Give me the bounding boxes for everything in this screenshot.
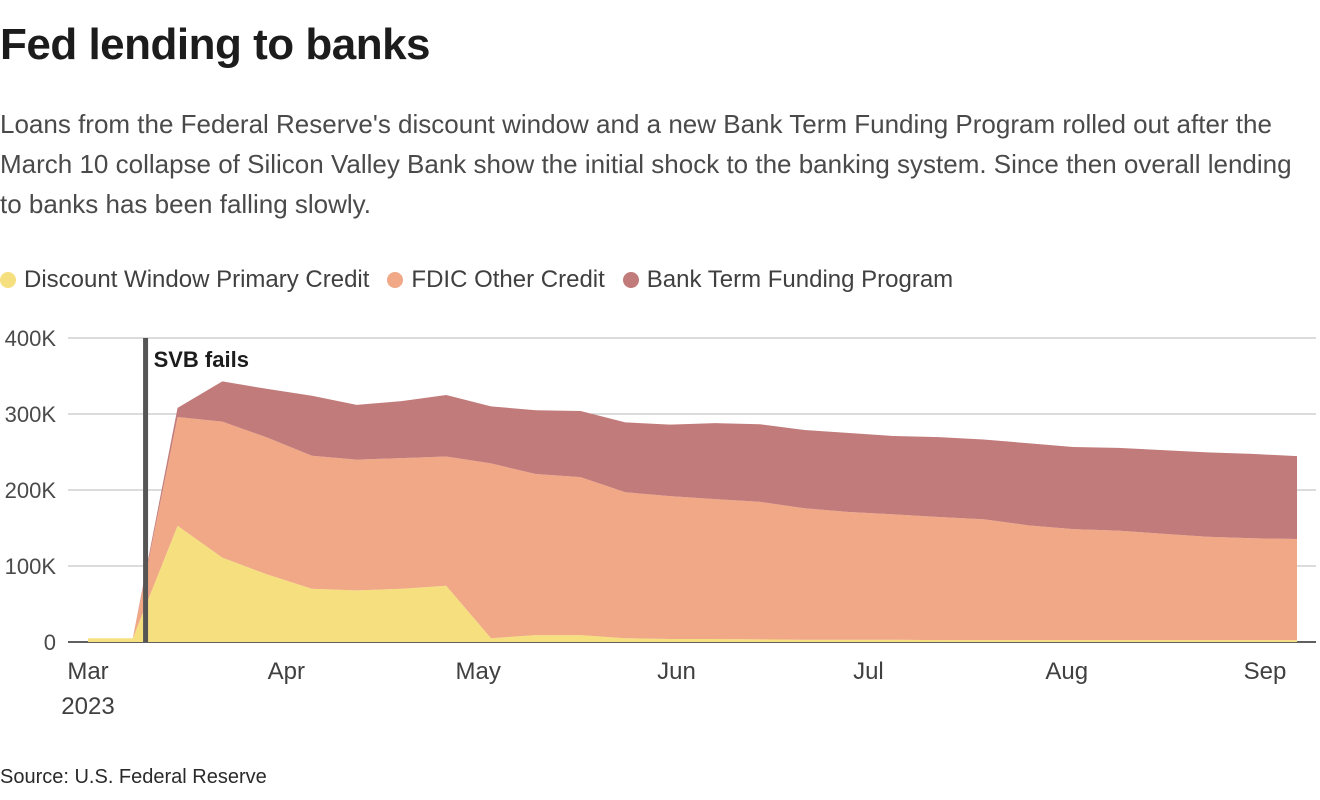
- stacked-areas: [88, 381, 1297, 642]
- chart-subtitle: Loans from the Federal Reserve's discoun…: [0, 109, 1292, 219]
- legend-item-discount-window: Discount Window Primary Credit: [0, 266, 369, 294]
- x-tick-label: Jun: [657, 658, 696, 685]
- series-area-1: [88, 417, 1297, 641]
- legend-swatch-discount-window: [0, 272, 16, 288]
- legend-swatch-btfp: [622, 272, 639, 288]
- x-tick-label: May: [456, 658, 501, 685]
- legend-swatch-fdic-other: [387, 272, 404, 288]
- legend-label-discount-window: Discount Window Primary Credit: [24, 266, 370, 293]
- y-tick-label: 0: [44, 630, 56, 655]
- y-tick-label: 300K: [5, 402, 57, 427]
- x-tick-label: Apr: [268, 658, 305, 685]
- chart-title: Fed lending to banks: [0, 20, 431, 69]
- svb-fails-label: SVB fails: [154, 347, 249, 372]
- y-tick-label: 200K: [5, 478, 57, 503]
- legend-label-btfp: Bank Term Funding Program: [646, 266, 954, 293]
- y-axis: 0 100K 200K 300K 400K: [5, 326, 57, 655]
- x-tick-label: Mar: [67, 658, 108, 685]
- x-tick-label: Sep: [1244, 658, 1287, 685]
- source-note: Source: U.S. Federal Reserve: [0, 766, 267, 788]
- series-area-0: [88, 525, 1297, 642]
- x-axis: Mar 2023 Apr May Jun Jul Aug Sep: [61, 658, 1286, 720]
- x-tick-label: Aug: [1045, 658, 1088, 685]
- legend-item-btfp: Bank Term Funding Program: [622, 266, 954, 294]
- x-tick-label: Jul: [853, 658, 884, 685]
- annotation-layer: SVB fails: [143, 338, 249, 642]
- y-tick-label: 100K: [5, 554, 57, 579]
- x-tick-sublabel: 2023: [61, 693, 114, 720]
- area-chart: 0 100K 200K 300K 400K Mar 2023 Apr May Jun Jul Aug…: [5, 326, 1316, 720]
- legend-label-fdic-other: FDIC Other Credit: [411, 266, 605, 293]
- legend-item-fdic-other: FDIC Other Credit: [387, 266, 605, 294]
- y-tick-label: 400K: [5, 326, 57, 351]
- series-area-2: [88, 381, 1297, 639]
- legend: Discount Window Primary Credit FDIC Othe…: [0, 266, 971, 294]
